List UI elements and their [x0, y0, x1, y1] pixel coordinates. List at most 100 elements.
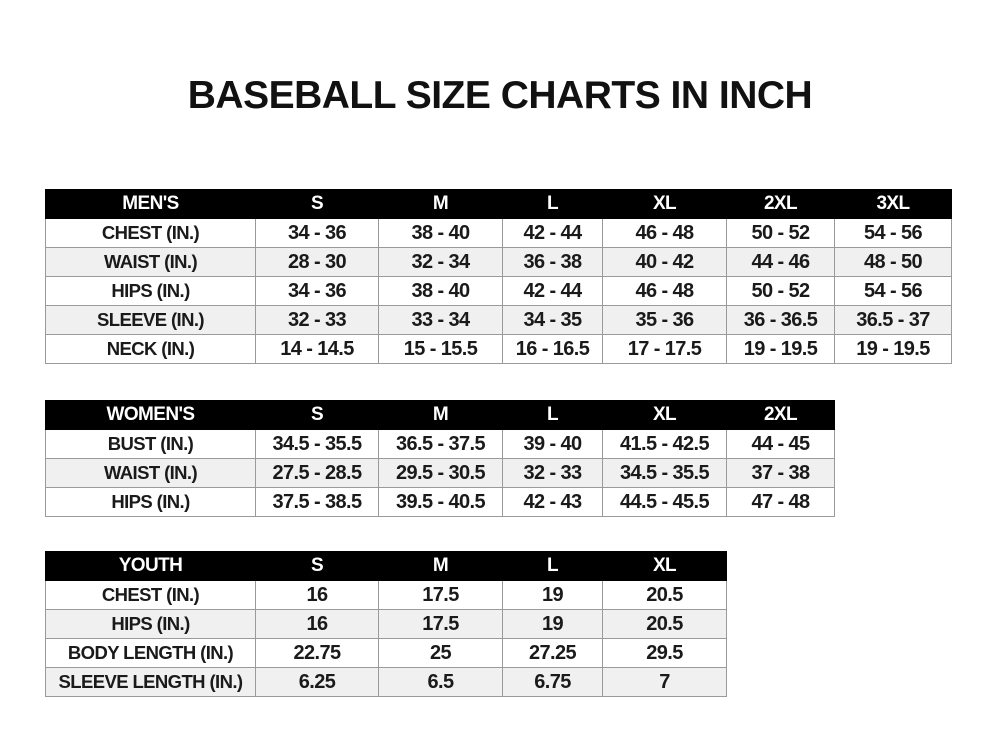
size-cell: 27.5 - 28.5 [255, 458, 379, 488]
size-cell: 32 - 33 [502, 458, 603, 488]
table-row: CHEST (IN.) 34 - 36 38 - 40 42 - 44 46 - 48 5… [45, 218, 952, 248]
size-column-header: M [378, 400, 503, 430]
size-cell: 29.5 [602, 638, 727, 668]
size-cell: 42 - 43 [502, 487, 603, 517]
size-cell: 19 - 19.5 [834, 334, 952, 364]
size-cell: 34 - 36 [255, 276, 379, 306]
size-column-header: S [255, 400, 379, 430]
size-column-header: M [378, 551, 503, 581]
table-header-row: YOUTH S M L XL [45, 551, 727, 581]
size-cell: 6.5 [378, 667, 503, 697]
size-column-header: L [502, 189, 603, 219]
size-column-header: XL [602, 551, 727, 581]
size-cell: 15 - 15.5 [378, 334, 503, 364]
size-cell: 34.5 - 35.5 [255, 429, 379, 459]
table-row: HIPS (IN.) 37.5 - 38.5 39.5 - 40.5 42 - 43 4… [45, 487, 835, 517]
size-column-header: XL [602, 400, 727, 430]
size-cell: 19 - 19.5 [726, 334, 835, 364]
size-cell: 16 - 16.5 [502, 334, 603, 364]
size-cell: 32 - 33 [255, 305, 379, 335]
table-row: SLEEVE (IN.) 32 - 33 33 - 34 34 - 35 35 - 36… [45, 305, 952, 335]
size-cell: 35 - 36 [602, 305, 727, 335]
size-column-header: 3XL [834, 189, 952, 219]
size-cell: 29.5 - 30.5 [378, 458, 503, 488]
size-cell: 54 - 56 [834, 218, 952, 248]
table-category-header: YOUTH [45, 551, 256, 581]
size-cell: 20.5 [602, 580, 727, 610]
table-row: BODY LENGTH (IN.) 22.75 25 27.25 29.5 [45, 638, 727, 668]
size-cell: 6.75 [502, 667, 603, 697]
youth-size-table: YOUTH S M L XL CHEST (IN.) 16 17.5 19 20.5 HIPS (I… [45, 551, 727, 697]
size-cell: 16 [255, 609, 379, 639]
size-cell: 6.25 [255, 667, 379, 697]
row-label: HIPS (IN.) [45, 276, 256, 306]
size-cell: 54 - 56 [834, 276, 952, 306]
size-column-header: S [255, 551, 379, 581]
size-cell: 14 - 14.5 [255, 334, 379, 364]
size-column-header: L [502, 400, 603, 430]
table-row: NECK (IN.) 14 - 14.5 15 - 15.5 16 - 16.5 17 … [45, 334, 952, 364]
size-cell: 44.5 - 45.5 [602, 487, 727, 517]
size-cell: 27.25 [502, 638, 603, 668]
page-title: BASEBALL SIZE CHARTS IN INCH [187, 74, 813, 117]
table-row: WAIST (IN.) 28 - 30 32 - 34 36 - 38 40 - 42 4… [45, 247, 952, 277]
table-category-header: MEN'S [45, 189, 256, 219]
size-cell: 34.5 - 35.5 [602, 458, 727, 488]
table-header-row: WOMEN'S S M L XL 2XL [45, 400, 835, 430]
size-column-header: 2XL [726, 189, 835, 219]
table-row: HIPS (IN.) 34 - 36 38 - 40 42 - 44 46 - 48 50… [45, 276, 952, 306]
size-cell: 20.5 [602, 609, 727, 639]
row-label: WAIST (IN.) [45, 247, 256, 277]
size-cell: 44 - 46 [726, 247, 835, 277]
size-cell: 44 - 45 [726, 429, 835, 459]
size-cell: 17.5 [378, 609, 503, 639]
womens-size-table: WOMEN'S S M L XL 2XL BUST (IN.) 34.5 - 35.5 36.5… [45, 400, 835, 517]
size-cell: 16 [255, 580, 379, 610]
size-cell: 25 [378, 638, 503, 668]
size-cell: 50 - 52 [726, 218, 835, 248]
size-cell: 36.5 - 37 [834, 305, 952, 335]
size-cell: 37 - 38 [726, 458, 835, 488]
row-label: BODY LENGTH (IN.) [45, 638, 256, 668]
size-cell: 22.75 [255, 638, 379, 668]
table-row: CHEST (IN.) 16 17.5 19 20.5 [45, 580, 727, 610]
row-label: CHEST (IN.) [45, 218, 256, 248]
row-label: SLEEVE LENGTH (IN.) [45, 667, 256, 697]
row-label: HIPS (IN.) [45, 609, 256, 639]
size-cell: 38 - 40 [378, 276, 503, 306]
size-cell: 39 - 40 [502, 429, 603, 459]
size-cell: 47 - 48 [726, 487, 835, 517]
size-cell: 40 - 42 [602, 247, 727, 277]
size-column-header: S [255, 189, 379, 219]
size-cell: 17 - 17.5 [602, 334, 727, 364]
row-label: BUST (IN.) [45, 429, 256, 459]
size-cell: 17.5 [378, 580, 503, 610]
size-cell: 46 - 48 [602, 276, 727, 306]
row-label: HIPS (IN.) [45, 487, 256, 517]
size-column-header: XL [602, 189, 727, 219]
size-cell: 46 - 48 [602, 218, 727, 248]
size-cell: 36 - 38 [502, 247, 603, 277]
size-cell: 32 - 34 [378, 247, 503, 277]
mens-size-table: MEN'S S M L XL 2XL 3XL CHEST (IN.) 34 - 36 38 - 4… [45, 189, 952, 364]
size-cell: 42 - 44 [502, 218, 603, 248]
table-row: HIPS (IN.) 16 17.5 19 20.5 [45, 609, 727, 639]
table-category-header: WOMEN'S [45, 400, 256, 430]
size-cell: 48 - 50 [834, 247, 952, 277]
table-header-row: MEN'S S M L XL 2XL 3XL [45, 189, 952, 219]
size-column-header: L [502, 551, 603, 581]
size-cell: 38 - 40 [378, 218, 503, 248]
size-cell: 34 - 36 [255, 218, 379, 248]
table-row: SLEEVE LENGTH (IN.) 6.25 6.5 6.75 7 [45, 667, 727, 697]
size-column-header: M [378, 189, 503, 219]
size-cell: 42 - 44 [502, 276, 603, 306]
row-label: CHEST (IN.) [45, 580, 256, 610]
size-cell: 28 - 30 [255, 247, 379, 277]
size-cell: 19 [502, 609, 603, 639]
size-cell: 37.5 - 38.5 [255, 487, 379, 517]
size-cell: 34 - 35 [502, 305, 603, 335]
row-label: NECK (IN.) [45, 334, 256, 364]
size-cell: 36.5 - 37.5 [378, 429, 503, 459]
size-cell: 36 - 36.5 [726, 305, 835, 335]
row-label: WAIST (IN.) [45, 458, 256, 488]
